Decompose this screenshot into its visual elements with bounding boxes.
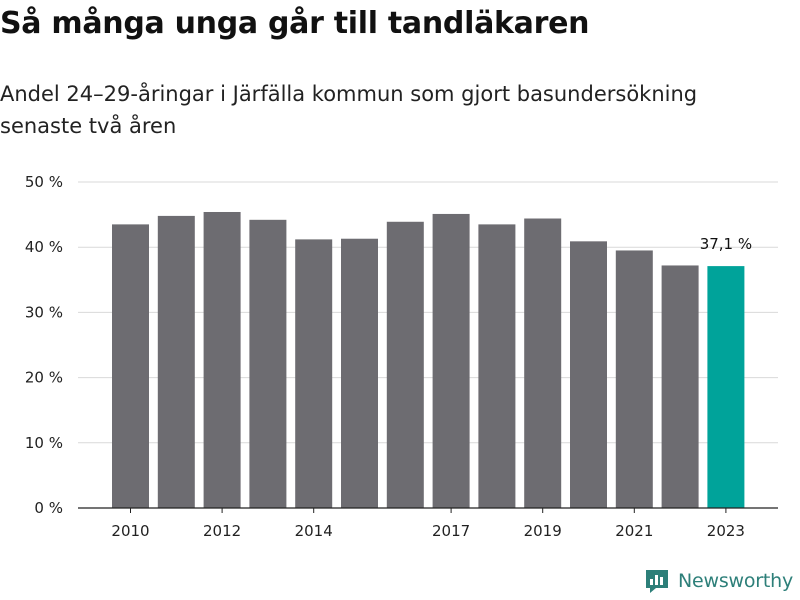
bar [707,266,745,508]
x-tick-label: 2021 [615,522,653,540]
brand-logo: Newsworthy [644,568,793,594]
bar [478,224,516,508]
bar [157,215,195,509]
bar [341,238,378,508]
bar [295,239,333,508]
y-tick-label: 50 % [25,173,63,191]
bar [661,265,699,508]
bar [249,219,287,509]
bar [432,213,470,508]
x-tick-label: 2014 [295,522,333,540]
y-tick-label: 0 % [34,499,63,517]
x-tick-label: 2012 [203,522,241,540]
brand-name: Newsworthy [678,570,794,592]
bar [570,241,607,508]
newsworthy-logo-icon [646,570,668,593]
x-tick-label: 2017 [432,522,470,540]
x-tick-label: 2010 [111,522,149,540]
y-tick-label: 30 % [25,303,63,321]
bar [524,218,562,508]
bar [615,250,653,508]
bar-chart: 0 % 10 % 20 % 30 % 40 % 50 % 2010 2012 2014 2017 2… [25,173,778,540]
y-tick-label: 20 % [25,369,63,387]
y-tick-label: 40 % [25,238,63,256]
bar [386,221,424,508]
chart-subtitle: Andel 24–29-åringar i Järfälla kommun so… [0,82,698,138]
bar [203,211,241,508]
y-tick-label: 10 % [25,434,63,452]
chart-title: Så många unga går till tandläkaren [0,6,590,41]
x-tick-label: 2023 [707,522,745,540]
data-label: 37,1 % [700,235,752,253]
bar [112,224,149,508]
x-tick-label: 2019 [524,522,562,540]
